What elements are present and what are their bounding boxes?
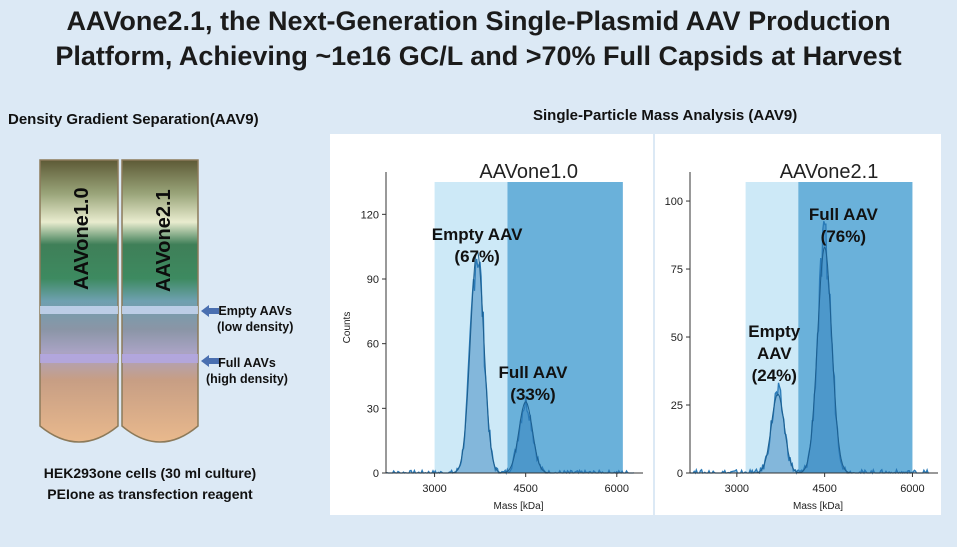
annotation-1: Full AAV (33%)	[498, 363, 568, 404]
page-title: AAVone2.1, the Next-Generation Single-Pl…	[0, 4, 957, 74]
full-band-arrow-icon	[201, 355, 219, 367]
x-axis-label: Mass [kDa]	[493, 501, 543, 512]
full-aavs-label: Full AAVs (high density)	[206, 356, 288, 386]
x-tick-label: 4500	[513, 483, 537, 495]
chart-title: AAVone1.0	[479, 161, 578, 183]
band-arrows	[201, 305, 219, 367]
chart-title: AAVone2.1	[780, 161, 879, 183]
y-axis-label: Counts	[342, 312, 353, 344]
density-gradient-heading: Density Gradient Separation(AAV9)	[8, 111, 259, 128]
y-tick-label: 90	[367, 274, 379, 286]
empty-band-arrow-icon	[201, 305, 219, 317]
reagent-caption: PEIone as transfection reagent	[47, 486, 253, 502]
x-tick-label: 6000	[900, 483, 924, 495]
y-tick-label: 50	[671, 332, 683, 344]
annotation-0: Empty AAV (24%)	[748, 322, 801, 385]
band-full-region	[798, 182, 913, 473]
annotation-1: Full AAV (76%)	[809, 205, 879, 246]
empty-aavs-label: Empty AAVs (low density)	[217, 304, 294, 334]
fit-curve-0	[748, 393, 807, 474]
title-line-2: Platform, Achieving ~1e16 GC/L and >70% …	[55, 41, 902, 71]
y-tick-label: 120	[361, 209, 379, 221]
fit-curve-1	[495, 401, 556, 474]
title-line-1: AAVone2.1, the Next-Generation Single-Pl…	[66, 6, 891, 36]
x-tick-label: 3000	[725, 483, 749, 495]
chart-aavone2: 0 25 50 75 100 3000 4500 6000 Mass [kDa] Counts AA…	[646, 161, 938, 512]
x-tick-label: 4500	[812, 483, 836, 495]
tube-photo: AAVone1.0 AAVone2.1	[36, 158, 200, 458]
fit-curve-0	[447, 250, 508, 474]
band-full-region	[507, 182, 623, 473]
annotation-0: Empty AAV (67%)	[432, 225, 523, 266]
x-axis-label: Mass [kDa]	[793, 501, 843, 512]
tube-label-aavone1: AAVone1.0	[71, 187, 93, 290]
x-tick-label: 6000	[605, 483, 629, 495]
chart-aavone1: 0 30 60 90 120 3000 4500 6000 Mass [kDa] Counts AA…	[342, 161, 643, 512]
chart-panel-aavone2: 0 25 50 75 100 3000 4500 6000 Mass [kDa] Counts AA…	[646, 134, 941, 515]
y-tick-label: 0	[677, 468, 683, 480]
y-tick-label: 25	[671, 400, 683, 412]
y-tick-label: 30	[367, 403, 379, 415]
tube-label-aavone2: AAVone2.1	[153, 189, 175, 292]
mass-analysis-heading: Single-Particle Mass Analysis (AAV9)	[533, 107, 798, 124]
x-tick-label: 3000	[422, 483, 446, 495]
y-tick-label: 60	[367, 339, 379, 351]
y-tick-label: 100	[665, 196, 683, 208]
chart-panel-aavone1: 0 30 60 90 120 3000 4500 6000 Mass [kDa] Counts AA…	[330, 134, 653, 515]
y-tick-label: 75	[671, 264, 683, 276]
y-axis-label: Counts	[655, 312, 657, 344]
y-tick-label: 0	[373, 468, 379, 480]
fit-curve-1	[793, 246, 857, 474]
culture-caption: HEK293one cells (30 ml culture)	[43, 465, 257, 481]
